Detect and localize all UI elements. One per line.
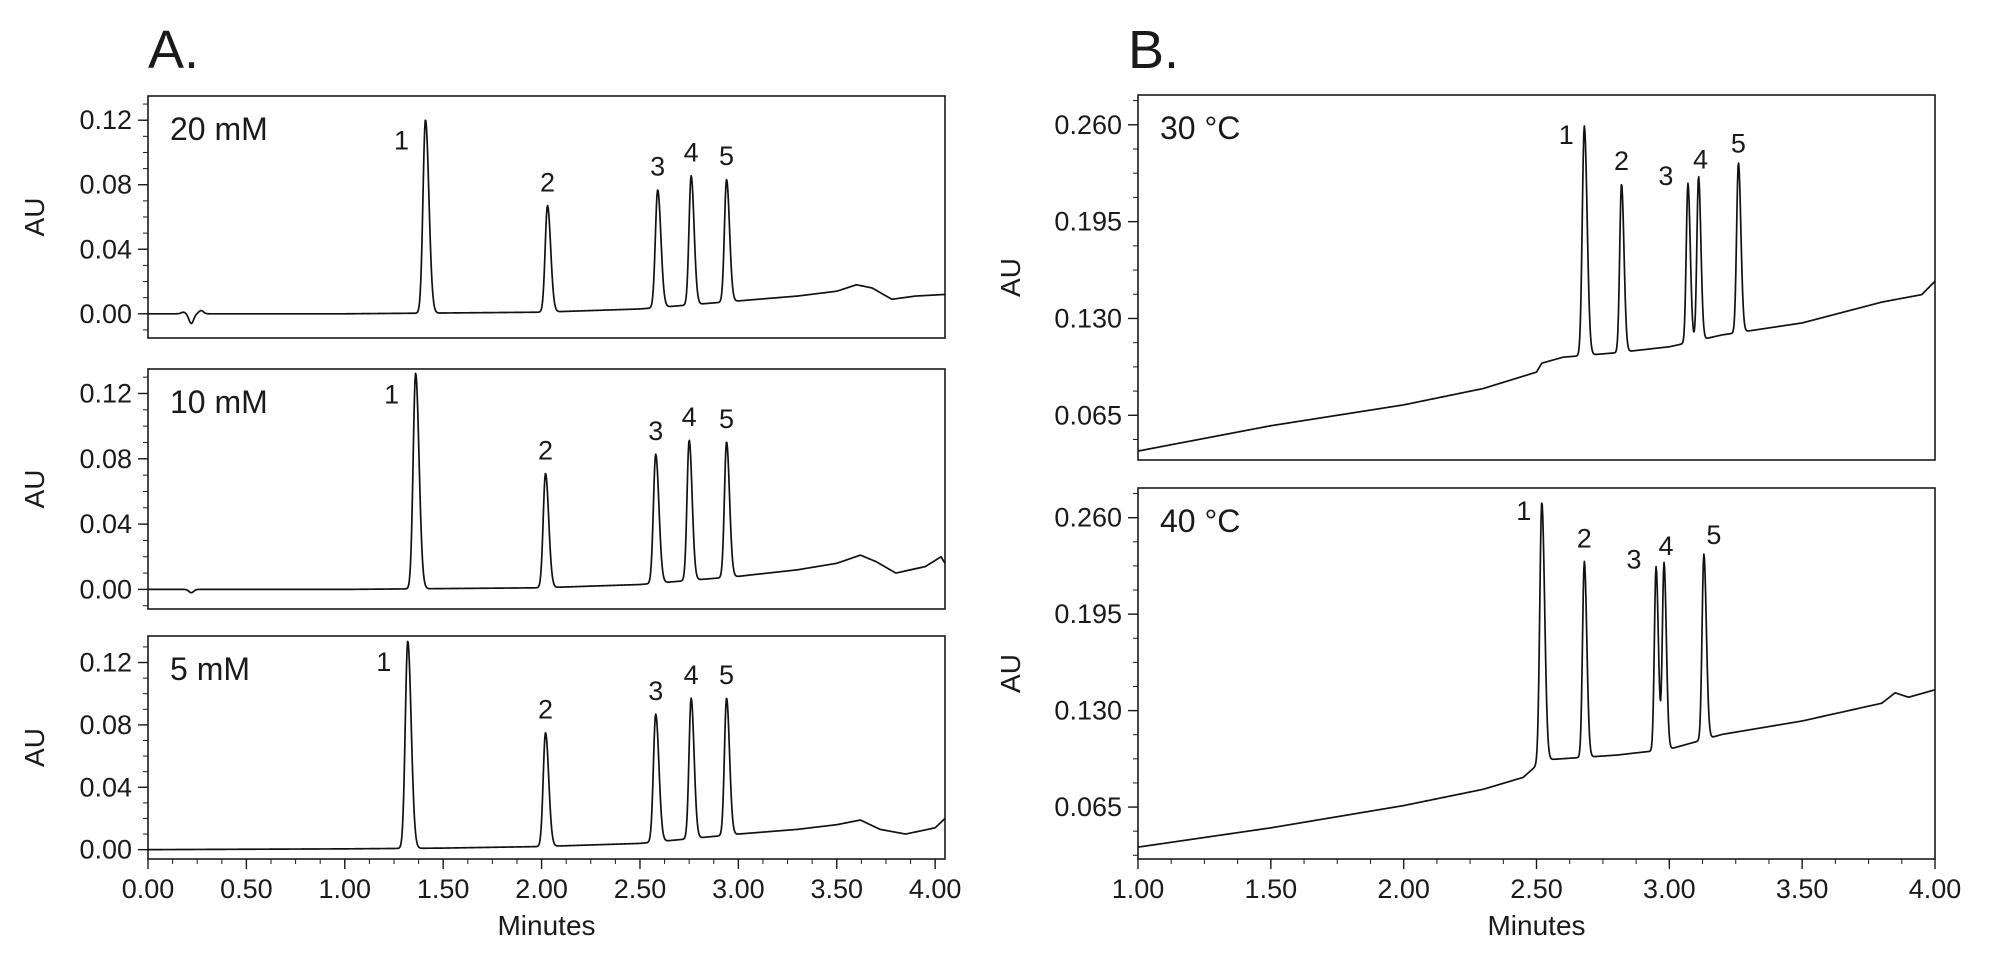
y-axis-title: AU: [19, 198, 50, 237]
peak-label-3: 3: [648, 676, 663, 706]
peak-label-4: 4: [1693, 144, 1708, 174]
x-tick-label: 3.00: [712, 874, 765, 904]
peak-label-1: 1: [1559, 120, 1574, 150]
x-tick-label: 4.00: [909, 874, 962, 904]
y-tick-label: 0.260: [1054, 110, 1122, 140]
peak-label-5: 5: [1706, 520, 1721, 550]
plot-frame: [147, 635, 946, 860]
peak-label-5: 5: [1731, 129, 1746, 159]
y-tick-label: 0.12: [79, 378, 132, 408]
chart-0: 0.00 0.04 0.08 0.12 AU 20 mM 1 2 3 4 5: [19, 95, 946, 339]
x-tick-label: 1.50: [1245, 874, 1298, 904]
peak-label-4: 4: [684, 138, 699, 168]
peak-label-2: 2: [538, 695, 553, 725]
y-tick-label: 0.00: [79, 835, 132, 865]
y-axis-title: AU: [995, 258, 1026, 297]
y-tick-label: 0.08: [79, 444, 132, 474]
y-tick-label: 0.04: [79, 234, 132, 264]
chromatogram-trace: [147, 372, 946, 594]
y-tick-label: 0.04: [79, 509, 132, 539]
plot-frame: [1137, 94, 1936, 461]
x-tick-label: 1.00: [319, 874, 372, 904]
y-tick-label: 0.04: [79, 772, 132, 802]
peak-label-2: 2: [538, 435, 553, 465]
peak-label-3: 3: [650, 152, 665, 182]
peak-label-2: 2: [540, 168, 555, 198]
x-tick-label: 0.00: [122, 874, 175, 904]
y-tick-label: 0.12: [79, 648, 132, 678]
peak-label-2: 2: [1577, 523, 1592, 553]
peak-label-2: 2: [1614, 146, 1629, 176]
plot-frame: [147, 368, 946, 610]
x-tick-label: 1.50: [417, 874, 470, 904]
peak-label-5: 5: [719, 404, 734, 434]
peak-label-3: 3: [1627, 545, 1642, 575]
chart-1: 0.00 0.04 0.08 0.12 AU 10 mM 1 2 3 4 5: [19, 368, 946, 610]
peak-label-3: 3: [648, 416, 663, 446]
chart-2: 0.00 0.04 0.08 0.12 AU 0.00 0.50 1.00 1.50 2.00 2.…: [19, 635, 962, 941]
x-axis-title: Minutes: [1487, 910, 1585, 941]
y-tick-label: 0.130: [1054, 303, 1122, 333]
peak-label-1: 1: [376, 647, 391, 677]
chromatogram-trace: [147, 119, 946, 325]
chromatogram-trace: [147, 640, 946, 851]
peak-label-5: 5: [719, 141, 734, 171]
y-tick-label: 0.00: [79, 574, 132, 604]
peak-label-1: 1: [1516, 496, 1531, 526]
x-tick-label: 1.00: [1112, 874, 1165, 904]
x-tick-label: 3.50: [1776, 874, 1829, 904]
peak-label-4: 4: [1659, 531, 1674, 561]
y-tick-label: 0.00: [79, 299, 132, 329]
y-axis-title: AU: [19, 728, 50, 767]
y-tick-label: 0.065: [1054, 400, 1122, 430]
y-tick-label: 0.08: [79, 170, 132, 200]
condition-label: 5 mM: [170, 651, 250, 687]
chart-4: 0.065 0.130 0.195 0.260 AU 1.00 1.50 2.00 2.50 3.…: [995, 487, 1962, 941]
y-tick-label: 0.260: [1054, 503, 1122, 533]
panel-b-label: B.: [1128, 20, 1179, 80]
chromatogram-trace: [1137, 502, 1936, 848]
chromatogram-trace: [1137, 125, 1936, 452]
peak-label-3: 3: [1658, 161, 1673, 191]
x-tick-label: 3.00: [1643, 874, 1696, 904]
peak-label-1: 1: [394, 126, 409, 156]
condition-label: 10 mM: [170, 384, 268, 420]
x-tick-label: 2.00: [1377, 874, 1430, 904]
x-axis-title: Minutes: [497, 910, 595, 941]
plot-frame: [1137, 487, 1936, 860]
peak-label-1: 1: [384, 379, 399, 409]
x-tick-label: 2.50: [614, 874, 667, 904]
condition-label: 40 °C: [1160, 503, 1240, 539]
x-tick-label: 0.50: [220, 874, 273, 904]
peak-label-5: 5: [719, 660, 734, 690]
y-tick-label: 0.130: [1054, 696, 1122, 726]
y-tick-label: 0.08: [79, 710, 132, 740]
condition-label: 20 mM: [170, 111, 268, 147]
y-tick-label: 0.12: [79, 105, 132, 135]
y-tick-label: 0.065: [1054, 792, 1122, 822]
y-tick-label: 0.195: [1054, 207, 1122, 237]
x-tick-label: 2.00: [515, 874, 568, 904]
y-axis-title: AU: [19, 470, 50, 509]
y-axis-title: AU: [995, 654, 1026, 693]
panel-a-label: A.: [148, 20, 199, 80]
x-tick-label: 2.50: [1510, 874, 1563, 904]
condition-label: 30 °C: [1160, 110, 1240, 146]
peak-label-4: 4: [682, 402, 697, 432]
x-tick-label: 4.00: [1909, 874, 1962, 904]
peak-label-4: 4: [684, 660, 699, 690]
x-tick-label: 3.50: [810, 874, 863, 904]
y-tick-label: 0.195: [1054, 599, 1122, 629]
